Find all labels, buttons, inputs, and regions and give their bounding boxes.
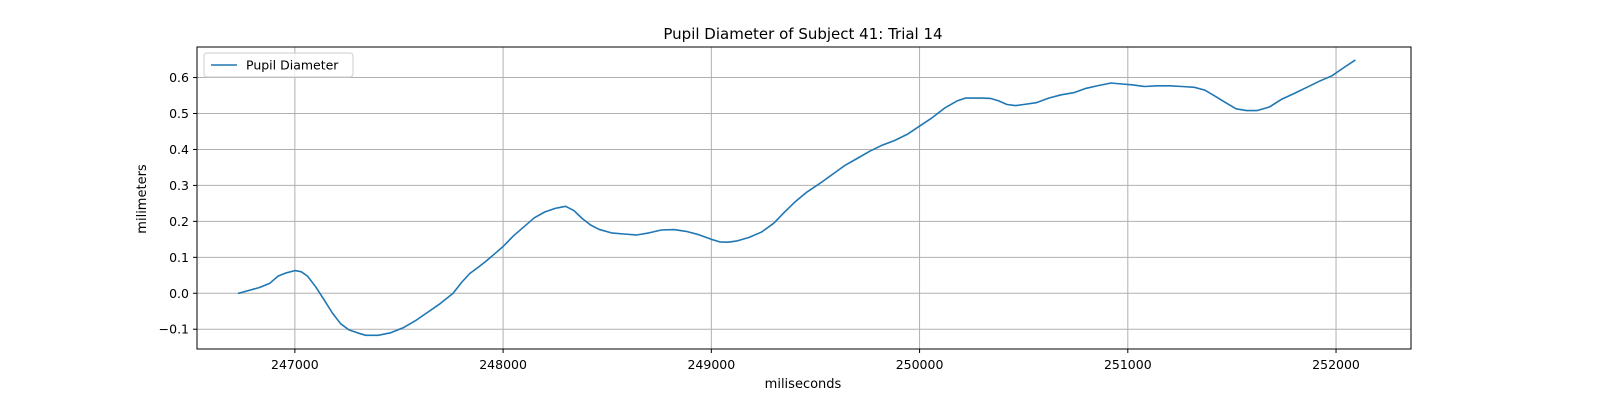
- plot-frame: [196, 46, 1412, 350]
- y-axis-label: milimeters: [135, 164, 150, 234]
- y-tick-label: 0.6: [169, 70, 189, 85]
- y-tick-label: 0.4: [169, 142, 189, 157]
- x-ticks: 247000 248000 249000 250000 251000 252000: [271, 349, 1360, 372]
- x-tick-label: 247000: [271, 357, 319, 372]
- x-tick-label: 250000: [896, 357, 944, 372]
- legend-label: Pupil Diameter: [246, 58, 339, 73]
- grid-layer: [197, 47, 1411, 349]
- legend-box: [203, 52, 354, 78]
- series-line-pupil-diameter: [237, 59, 1356, 337]
- chart-title: Pupil Diameter of Subject 41: Trial 14: [663, 25, 942, 43]
- y-tick-label: 0.5: [169, 106, 189, 121]
- y-tick-label: 0.0: [169, 286, 189, 301]
- x-tick-label: 248000: [479, 357, 527, 372]
- legend: Pupil Diameter: [203, 52, 354, 78]
- x-tick-label: 249000: [687, 357, 735, 372]
- x-tick-label: 252000: [1312, 357, 1360, 372]
- y-tick-label: −0.1: [159, 322, 189, 337]
- y-tick-label: 0.2: [169, 214, 189, 229]
- x-axis-label: miliseconds: [765, 377, 842, 392]
- x-tick-label: 251000: [1104, 357, 1152, 372]
- y-tick-label: 0.1: [169, 250, 189, 265]
- series-layer: [237, 59, 1356, 337]
- y-tick-label: 0.3: [169, 178, 189, 193]
- y-ticks: −0.1 0.0 0.1 0.2 0.3 0.4 0.5 0.6: [159, 70, 197, 337]
